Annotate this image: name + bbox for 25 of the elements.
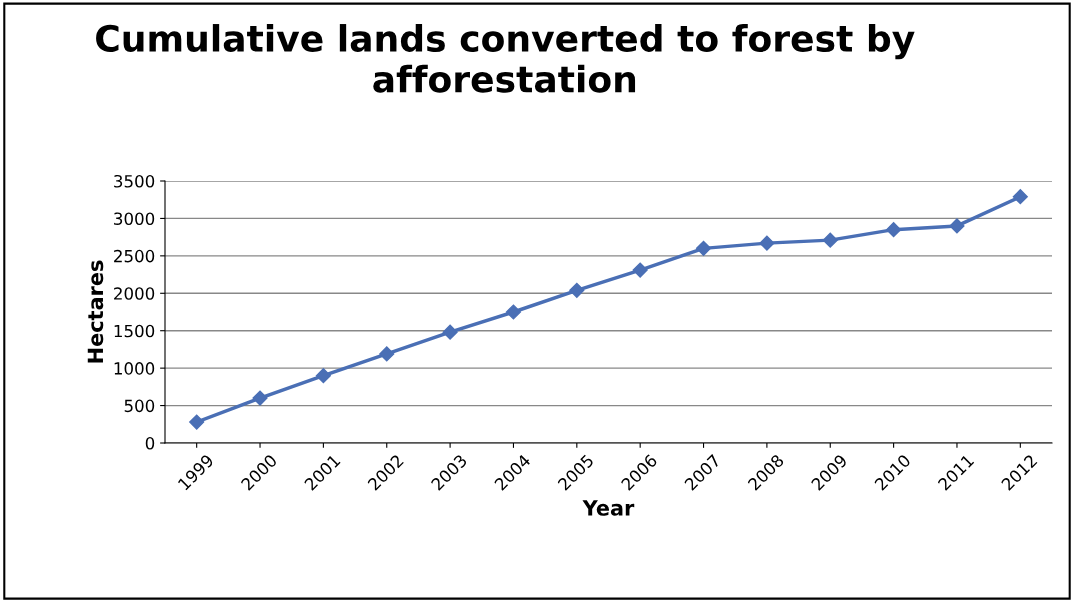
y-tick-label: 3500 [114,174,155,188]
point [189,414,205,430]
point [569,282,585,298]
y-tick-label: 0 [145,436,155,450]
y-tick-label: 2500 [114,249,155,263]
y-tick-label: 500 [124,399,155,413]
y-tick-label: 1500 [114,324,155,338]
point [695,240,712,256]
point [886,222,902,238]
y-tick-label: 1000 [114,362,155,375]
point [315,368,331,384]
point [1012,189,1028,205]
point [822,232,838,248]
point [379,346,395,362]
chart-title: Cumulative lands converted to forest by afforestation [96,24,915,93]
y-tick-label: 2000 [114,287,155,300]
point [442,324,458,340]
point [252,390,268,406]
point [949,218,965,234]
y-axis-title: Hectares [87,260,104,363]
point [505,304,522,320]
point [632,262,648,278]
y-tick-label: 3000 [114,212,155,225]
point [759,235,775,251]
x-axis-title: Year [582,500,635,516]
